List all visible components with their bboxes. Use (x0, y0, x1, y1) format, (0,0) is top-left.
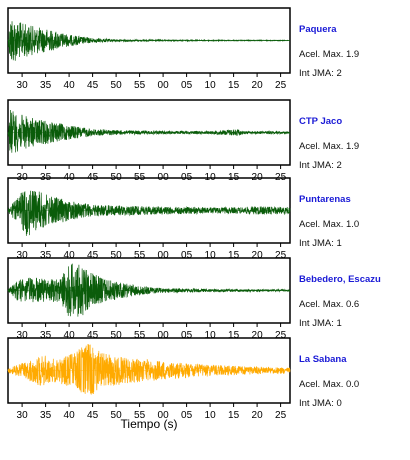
x-tick-label: 40 (64, 410, 76, 421)
panel-0: 30 35 40 45 50 55 00 05 10 15 20 25 Paquera Acel. Max… (7, 7, 359, 91)
x-tick-label: 45 (87, 80, 99, 91)
x-tick-label: 35 (40, 410, 52, 421)
accel-max-label: Acel. Max. 1.0 (299, 219, 359, 230)
accel-max-label: Acel. Max. 0.0 (299, 379, 359, 390)
x-tick-label: 10 (205, 250, 217, 261)
x-tick-label: 20 (252, 330, 264, 341)
waveform-series (7, 190, 291, 236)
x-tick-label: 20 (252, 250, 264, 261)
x-tick-label: 25 (275, 250, 287, 261)
x-tick-label: 00 (158, 330, 170, 341)
x-tick-label: 10 (205, 80, 217, 91)
x-tick-label: 55 (134, 80, 146, 91)
x-tick-label: 30 (17, 410, 29, 421)
x-tick-label: 25 (275, 410, 287, 421)
x-tick-label: 55 (134, 330, 146, 341)
accel-max-label: Acel. Max. 0.6 (299, 299, 359, 310)
x-tick-label: 10 (205, 410, 217, 421)
x-tick-label: 40 (64, 330, 76, 341)
x-tick-label: 05 (181, 330, 193, 341)
jma-intensity-label: Int JMA: 1 (299, 238, 342, 249)
x-tick-label: 05 (181, 250, 193, 261)
x-tick-label: 50 (111, 410, 123, 421)
x-tick-label: 00 (158, 250, 170, 261)
x-tick-label: 50 (111, 80, 123, 91)
x-tick-label: 30 (17, 250, 29, 261)
station-name: Paquera (299, 24, 337, 35)
x-tick-label: 15 (228, 410, 240, 421)
jma-intensity-label: Int JMA: 0 (299, 398, 342, 409)
x-tick-label: 30 (17, 80, 29, 91)
x-tick-label: 45 (87, 250, 99, 261)
x-tick-label: 20 (252, 410, 264, 421)
x-tick-label: 45 (87, 410, 99, 421)
x-tick-label: 35 (40, 80, 52, 91)
x-tick-label: 15 (228, 80, 240, 91)
x-tick-label: 00 (158, 410, 170, 421)
x-tick-label: 50 (111, 250, 123, 261)
x-tick-label: 15 (228, 250, 240, 261)
x-tick-label: 50 (111, 330, 123, 341)
x-tick-label: 25 (275, 80, 287, 91)
x-tick-label: 05 (181, 80, 193, 91)
x-tick-label: 25 (275, 330, 287, 341)
x-tick-label: 35 (40, 250, 52, 261)
waveform-series (7, 110, 291, 153)
x-axis-label: Tiempo (s) (121, 417, 178, 431)
accel-max-label: Acel. Max. 1.9 (299, 141, 359, 152)
panel-3: 30 35 40 45 50 55 00 05 10 15 20 25 Bebedero, Escazu… (7, 257, 381, 341)
x-tick-label: 40 (64, 250, 76, 261)
jma-intensity-label: Int JMA: 2 (299, 160, 342, 171)
x-tick-label: 00 (158, 80, 170, 91)
x-tick-label: 05 (181, 410, 193, 421)
x-tick-label: 30 (17, 330, 29, 341)
panel-2: 30 35 40 45 50 55 00 05 10 15 20 25 Puntarenas Acel. … (7, 177, 359, 261)
x-tick-label: 10 (205, 330, 217, 341)
station-name: La Sabana (299, 354, 347, 365)
accel-max-label: Acel. Max. 1.9 (299, 49, 359, 60)
x-tick-label: 40 (64, 80, 76, 91)
station-name: CTP Jaco (299, 116, 342, 127)
jma-intensity-label: Int JMA: 1 (299, 318, 342, 329)
waveform-series (7, 263, 291, 317)
x-tick-label: 15 (228, 330, 240, 341)
x-tick-label: 45 (87, 330, 99, 341)
station-name: Bebedero, Escazu (299, 274, 381, 285)
waveform-series (7, 344, 291, 395)
jma-intensity-label: Int JMA: 2 (299, 68, 342, 79)
waveform-series (7, 21, 290, 61)
x-tick-label: 55 (134, 410, 146, 421)
station-name: Puntarenas (299, 194, 351, 205)
x-tick-label: 20 (252, 80, 264, 91)
panel-4: 30 35 40 45 50 55 00 05 10 15 20 25 La Sabana Acel. M… (7, 337, 359, 421)
x-tick-label: 35 (40, 330, 52, 341)
x-tick-label: 55 (134, 250, 146, 261)
